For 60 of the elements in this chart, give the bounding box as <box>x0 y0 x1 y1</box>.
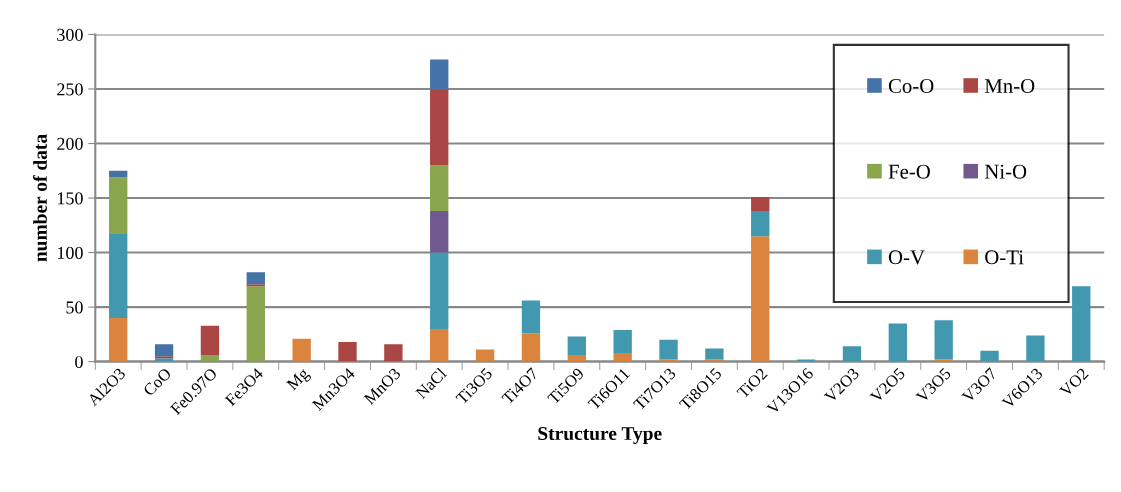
bar <box>1072 286 1091 362</box>
x-tick-label: VO2 <box>1058 367 1089 398</box>
bar <box>430 90 449 166</box>
bar <box>567 336 586 356</box>
y-tick-label: 100 <box>57 246 83 259</box>
legend-label: Co-O <box>888 78 934 93</box>
bar <box>1026 335 1045 362</box>
bar <box>246 284 265 287</box>
x-tick-label: TiO2 <box>736 367 768 400</box>
y-tick-label: 300 <box>57 28 83 41</box>
bar <box>567 355 586 362</box>
bar <box>109 177 128 235</box>
bar <box>475 349 495 362</box>
bar <box>430 328 449 362</box>
bar <box>430 165 449 212</box>
y-tick-label: 150 <box>57 192 83 205</box>
bar <box>430 211 449 253</box>
bar <box>292 338 311 362</box>
bar <box>934 320 953 360</box>
bar <box>246 272 265 285</box>
y-tick-label: 50 <box>66 301 83 314</box>
y-tick-label: 250 <box>57 83 83 96</box>
bar <box>796 359 816 362</box>
bar <box>246 286 265 362</box>
bar <box>384 344 403 362</box>
bar <box>888 323 907 362</box>
bar <box>109 234 128 318</box>
x-tick-label: Mg <box>286 367 313 394</box>
bar <box>338 341 357 362</box>
bar <box>934 359 953 362</box>
bar <box>613 352 632 362</box>
bar <box>659 359 678 362</box>
legend-label: Ni-O <box>984 164 1027 179</box>
legend-label: Fe-O <box>888 164 930 179</box>
bar <box>109 318 128 362</box>
bar <box>430 59 449 91</box>
bar <box>200 325 220 356</box>
bar <box>705 348 724 360</box>
legend-label: Mn-O <box>984 78 1035 93</box>
bar <box>200 355 220 362</box>
bar <box>154 344 174 357</box>
bar <box>705 359 724 362</box>
bar <box>521 300 541 334</box>
y-tick-label: 200 <box>57 137 83 150</box>
bar <box>980 350 999 362</box>
y-axis-title: number of data <box>33 134 47 262</box>
x-tick-label: CoO <box>142 367 172 397</box>
y-tick-label: 0 <box>75 355 83 369</box>
bar <box>430 252 449 329</box>
legend-label: O-V <box>888 250 925 265</box>
x-axis-title: Structure Type <box>538 426 662 445</box>
bar <box>613 329 632 353</box>
bar <box>751 196 770 212</box>
bar <box>751 211 770 237</box>
legend-label: O-Ti <box>985 250 1024 265</box>
bar <box>751 236 770 362</box>
bar <box>521 333 541 362</box>
bar <box>109 170 128 178</box>
bar <box>659 339 678 360</box>
bar <box>842 346 862 362</box>
